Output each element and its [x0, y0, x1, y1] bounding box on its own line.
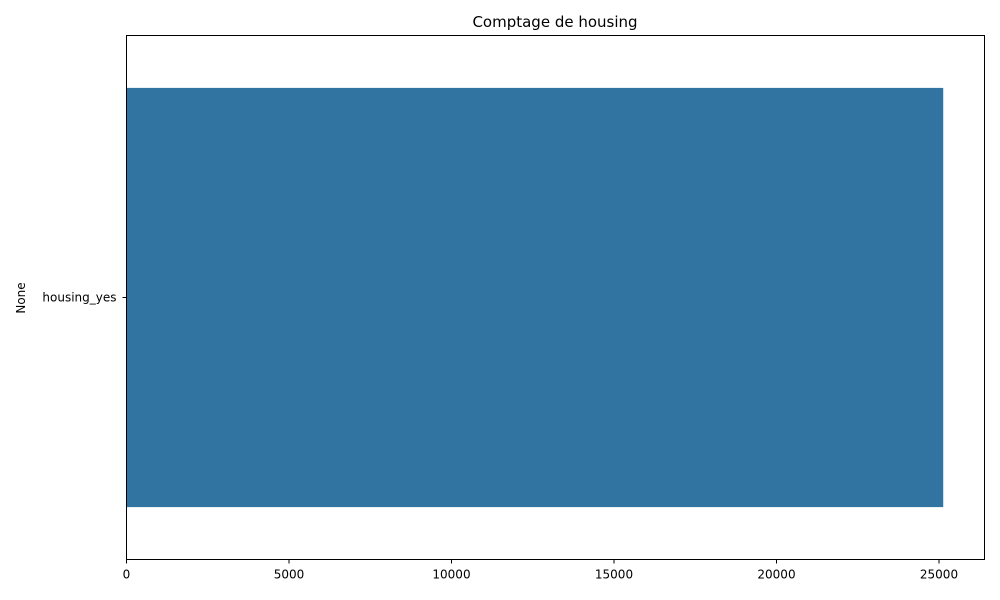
y-axis: housing_yes: [42, 291, 127, 305]
x-tick-label: 25000: [920, 568, 958, 582]
bar-housing_yes: [126, 87, 944, 508]
y-axis-label: None: [14, 282, 28, 313]
x-axis: 0 5000 10000 15000 20000 25000: [123, 559, 958, 582]
x-tick-label: 5000: [274, 568, 305, 582]
bars-group: [126, 87, 944, 508]
x-tick-label: 10000: [432, 568, 470, 582]
y-tick-label: housing_yes: [42, 291, 116, 305]
x-tick-label: 0: [123, 568, 131, 582]
chart-title: Comptage de housing: [472, 13, 637, 31]
x-tick-label: 15000: [595, 568, 633, 582]
x-tick-label: 20000: [757, 568, 795, 582]
